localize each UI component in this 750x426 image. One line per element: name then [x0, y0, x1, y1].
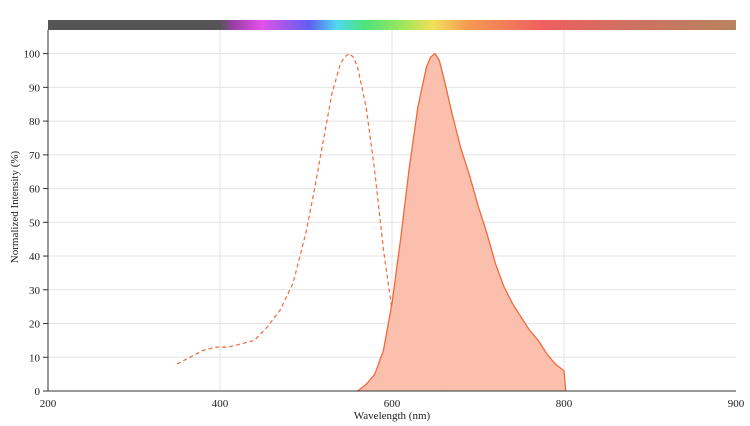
y-tick-label: 30 [29, 285, 41, 297]
y-tick-label: 0 [35, 386, 41, 398]
y-tick-label: 60 [29, 184, 41, 196]
emission-area [357, 53, 566, 391]
y-tick-label: 10 [29, 352, 41, 364]
x-tick-label: 900 [728, 398, 745, 410]
y-tick-label: 80 [29, 116, 41, 128]
x-axis-label: Wavelength (nm) [354, 410, 431, 422]
x-tick-label: 600 [384, 398, 401, 410]
axes [43, 30, 736, 392]
y-tick-label: 50 [29, 217, 41, 229]
y-tick-label: 100 [24, 49, 41, 61]
y-tick-label: 90 [29, 82, 41, 94]
y-tick-label: 40 [29, 251, 41, 263]
spectrum-bar [48, 20, 736, 30]
tick-labels: 200 400 600 800 900 0 10 20 30 40 50 60 70 80 90 100 [24, 49, 745, 410]
series-layer [176, 52, 567, 392]
y-tick-label: 70 [29, 150, 41, 162]
emission-line [357, 52, 567, 392]
x-tick-label: 800 [556, 398, 573, 410]
x-tick-label: 200 [40, 398, 57, 410]
y-tick-label: 20 [29, 319, 41, 331]
y-axis-label: Normalized Intensity (%) [9, 150, 21, 263]
x-tick-label: 400 [212, 398, 229, 410]
